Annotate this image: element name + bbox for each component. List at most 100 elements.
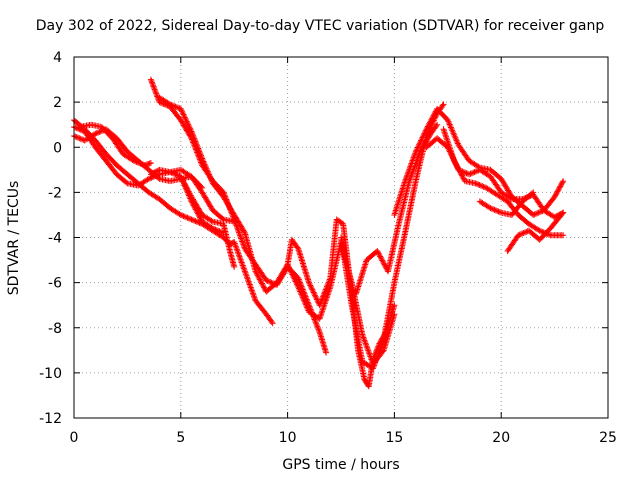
- data-series: [177, 173, 227, 236]
- data-point: [379, 257, 386, 264]
- data-point: [255, 273, 262, 280]
- data-point: [185, 121, 192, 128]
- data-point: [240, 241, 247, 248]
- data-point: [303, 303, 310, 310]
- data-point: [76, 135, 83, 142]
- data-point: [311, 292, 318, 299]
- data-point: [471, 169, 478, 176]
- data-point: [316, 327, 323, 334]
- data-point: [180, 180, 187, 187]
- data-point: [169, 102, 176, 109]
- data-point: [442, 132, 449, 139]
- data-point: [391, 302, 398, 309]
- data-point: [531, 211, 538, 218]
- data-point: [405, 167, 412, 174]
- data-point: [194, 210, 201, 217]
- y-tick-label: -6: [48, 276, 62, 292]
- data-point: [256, 276, 263, 283]
- data-point: [217, 228, 224, 235]
- data-point: [190, 202, 197, 209]
- data-point: [414, 145, 421, 152]
- x-tick-label: 20: [492, 430, 510, 446]
- data-point: [178, 175, 185, 182]
- data-point: [183, 117, 190, 124]
- data-point: [310, 289, 317, 296]
- data-point: [296, 287, 303, 294]
- data-point: [515, 232, 522, 239]
- data-point: [239, 261, 246, 268]
- data-point: [452, 160, 459, 167]
- data-point: [431, 109, 438, 116]
- data-point: [559, 210, 566, 217]
- data-point: [197, 214, 204, 221]
- data-point: [379, 338, 386, 345]
- data-point: [558, 180, 565, 187]
- data-point: [370, 363, 377, 370]
- data-point: [178, 107, 185, 114]
- data-point: [320, 292, 327, 299]
- data-point: [516, 231, 523, 238]
- data-point: [291, 275, 298, 282]
- data-point: [296, 277, 303, 284]
- data-point: [302, 301, 309, 308]
- data-point: [408, 160, 415, 167]
- data-point: [147, 175, 154, 182]
- data-point: [241, 244, 248, 251]
- data-point: [553, 191, 560, 198]
- data-point: [411, 153, 418, 160]
- data-point: [520, 229, 527, 236]
- data-point: [411, 151, 418, 158]
- data-point: [236, 229, 243, 236]
- data-point: [304, 306, 311, 313]
- data-point: [190, 132, 197, 139]
- data-point: [199, 155, 206, 162]
- data-point: [559, 179, 566, 186]
- data-point: [312, 319, 319, 326]
- data-point: [196, 149, 203, 156]
- data-point: [454, 163, 461, 170]
- data-point: [195, 146, 202, 153]
- data-point: [415, 143, 422, 150]
- data-point: [459, 172, 466, 179]
- data-point: [132, 158, 139, 165]
- data-point: [183, 186, 190, 193]
- data-point: [203, 165, 210, 172]
- data-point: [320, 305, 327, 312]
- data-point: [460, 175, 467, 182]
- data-point: [182, 115, 189, 122]
- data-point: [204, 168, 211, 175]
- data-point: [144, 176, 151, 183]
- data-point: [413, 147, 420, 154]
- data-point: [372, 359, 379, 366]
- data-point: [252, 268, 259, 275]
- data-point: [418, 136, 425, 143]
- data-point: [204, 167, 211, 174]
- data-point: [377, 254, 384, 261]
- data-point: [193, 141, 200, 148]
- data-point: [323, 349, 330, 356]
- data-point: [295, 285, 302, 292]
- data-point: [289, 272, 296, 279]
- data-point: [150, 83, 157, 90]
- data-point: [434, 121, 441, 128]
- data-point: [234, 226, 241, 233]
- data-point: [187, 127, 194, 134]
- data-point: [302, 300, 309, 307]
- data-point: [187, 125, 194, 132]
- data-series: [156, 94, 248, 236]
- data-point: [532, 210, 539, 217]
- data-point: [300, 297, 307, 304]
- data-point: [409, 159, 416, 166]
- data-point: [294, 282, 301, 289]
- data-point: [376, 346, 383, 353]
- data-point: [206, 173, 213, 180]
- data-point: [171, 170, 178, 177]
- data-point: [213, 227, 220, 234]
- y-tick-label: -10: [39, 366, 62, 382]
- data-point: [207, 174, 214, 181]
- data-point: [186, 194, 193, 201]
- data-point: [267, 279, 274, 286]
- data-point: [366, 350, 373, 357]
- y-tick-label: 0: [53, 140, 62, 156]
- data-point: [363, 341, 370, 348]
